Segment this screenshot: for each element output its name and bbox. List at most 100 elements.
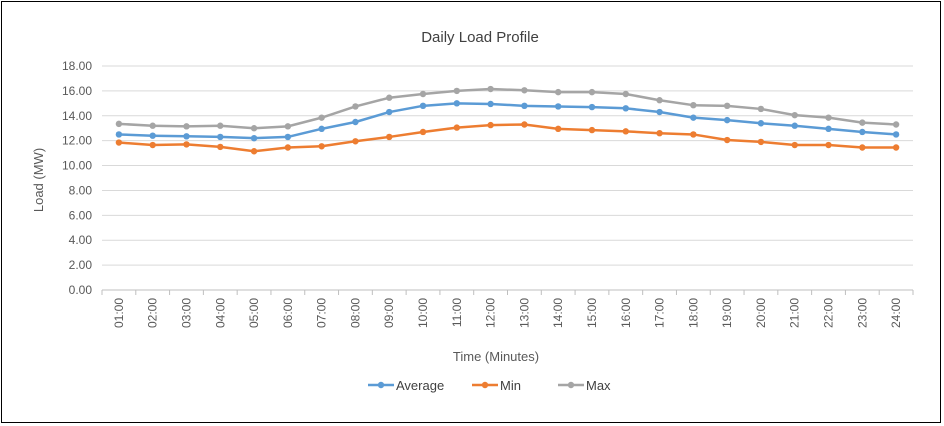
data-point bbox=[149, 141, 156, 149]
legend-swatch-marker bbox=[567, 381, 575, 389]
data-point bbox=[284, 144, 292, 151]
series-min bbox=[115, 121, 900, 155]
data-point bbox=[386, 108, 393, 116]
data-point bbox=[183, 133, 190, 140]
data-point bbox=[318, 143, 325, 150]
x-tick-label: 06:00 bbox=[281, 298, 295, 328]
x-tick-label: 11:00 bbox=[450, 298, 464, 327]
data-point bbox=[892, 144, 900, 151]
x-tick-label: 15:00 bbox=[585, 298, 599, 328]
data-point bbox=[723, 116, 731, 124]
series-line bbox=[118, 123, 897, 153]
data-point bbox=[419, 90, 427, 98]
legend-label: Max bbox=[586, 378, 611, 393]
legend-label: Average bbox=[396, 378, 444, 393]
data-point bbox=[656, 97, 663, 104]
data-point bbox=[656, 108, 663, 116]
x-axis-ticks: 01:00 02:00 03:00 04:00 05:00 06:00 07:00 08:00… bbox=[101, 290, 914, 328]
data-point bbox=[453, 87, 461, 95]
data-point bbox=[859, 119, 866, 126]
x-tick-label: 05:00 bbox=[247, 298, 261, 328]
x-tick-label: 23:00 bbox=[855, 298, 869, 328]
x-tick-label: 12:00 bbox=[484, 298, 498, 328]
data-point bbox=[859, 144, 866, 151]
x-tick-label: 14:00 bbox=[551, 298, 565, 328]
data-point bbox=[791, 141, 798, 149]
data-point bbox=[690, 114, 697, 121]
x-tick-label: 09:00 bbox=[382, 298, 396, 328]
data-point bbox=[892, 131, 900, 138]
series-line bbox=[118, 102, 897, 140]
series-max bbox=[115, 85, 900, 132]
data-point bbox=[115, 120, 123, 128]
data-point bbox=[521, 121, 528, 128]
x-tick-label: 08:00 bbox=[348, 298, 362, 328]
data-point bbox=[183, 123, 190, 130]
data-point bbox=[453, 124, 461, 131]
data-point bbox=[554, 125, 562, 133]
y-tick-label: 2.00 bbox=[69, 258, 93, 272]
data-point bbox=[149, 132, 156, 139]
data-point bbox=[217, 143, 224, 151]
data-point bbox=[352, 118, 359, 126]
x-tick-label: 10:00 bbox=[416, 298, 430, 328]
data-point bbox=[115, 139, 123, 146]
x-axis-label: Time (Minutes) bbox=[453, 349, 539, 364]
data-point bbox=[250, 125, 258, 132]
series-average bbox=[115, 100, 900, 142]
legend: Average Min Max bbox=[368, 378, 611, 393]
x-tick-label: 03:00 bbox=[179, 298, 193, 328]
x-tick-label: 18:00 bbox=[686, 298, 700, 328]
data-point bbox=[318, 114, 325, 121]
data-point bbox=[825, 141, 832, 149]
data-point bbox=[419, 102, 427, 110]
data-point bbox=[149, 122, 156, 129]
data-point bbox=[217, 133, 224, 141]
chart-title: Daily Load Profile bbox=[421, 29, 539, 46]
data-point bbox=[487, 100, 494, 108]
data-point bbox=[757, 138, 765, 146]
legend-label: Min bbox=[500, 378, 521, 393]
legend-swatch-marker bbox=[481, 381, 489, 389]
y-axis-ticks: 0.00 2.00 4.00 6.00 8.00 10.00 12.00 14.00 16.00… bbox=[62, 59, 92, 297]
x-tick-label: 01:00 bbox=[112, 298, 126, 328]
data-point bbox=[217, 122, 224, 129]
data-point bbox=[318, 125, 325, 133]
data-point bbox=[723, 102, 731, 110]
data-point bbox=[723, 136, 731, 144]
data-point bbox=[825, 125, 832, 133]
x-tick-label: 19:00 bbox=[720, 298, 734, 328]
data-point bbox=[622, 105, 629, 112]
data-point bbox=[250, 148, 258, 155]
data-point bbox=[352, 138, 359, 145]
data-point bbox=[588, 103, 596, 111]
x-tick-label: 13:00 bbox=[517, 298, 531, 328]
data-point bbox=[757, 120, 765, 127]
data-point bbox=[352, 103, 359, 110]
x-tick-label: 16:00 bbox=[619, 298, 633, 328]
data-point bbox=[690, 102, 697, 109]
data-point bbox=[622, 90, 629, 98]
data-point bbox=[791, 111, 798, 119]
x-tick-label: 04:00 bbox=[213, 298, 227, 328]
data-point bbox=[183, 141, 190, 148]
data-point bbox=[825, 114, 832, 121]
data-point bbox=[250, 134, 258, 142]
legend-swatch-marker bbox=[377, 381, 385, 389]
data-point bbox=[284, 123, 292, 130]
data-point bbox=[622, 128, 629, 135]
y-tick-label: 16.00 bbox=[62, 84, 92, 98]
data-point bbox=[690, 131, 697, 138]
data-point bbox=[588, 88, 596, 96]
y-tick-label: 18.00 bbox=[62, 59, 92, 73]
x-tick-label: 07:00 bbox=[315, 298, 329, 328]
y-tick-label: 0.00 bbox=[69, 283, 93, 297]
x-tick-label: 22:00 bbox=[822, 298, 836, 328]
x-tick-label: 24:00 bbox=[889, 298, 903, 328]
data-point bbox=[588, 126, 596, 134]
data-point bbox=[284, 133, 292, 141]
data-point bbox=[419, 128, 427, 136]
x-tick-label: 21:00 bbox=[788, 298, 802, 328]
y-tick-label: 10.00 bbox=[62, 159, 92, 173]
